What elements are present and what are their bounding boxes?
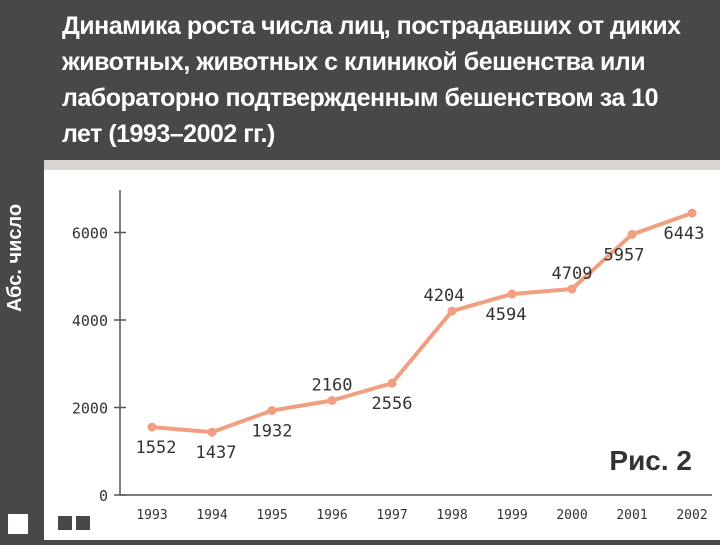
- y-ticks: 0 2000 4000 6000: [72, 225, 126, 505]
- data-point: [387, 378, 397, 388]
- plot-panel: 0 2000 4000 6000 1993 1994 1995 1996 1997 1998 19…: [44, 170, 720, 540]
- x-tick-label: 1997: [376, 508, 407, 523]
- data-points: [147, 208, 697, 437]
- series-line: [150, 211, 694, 435]
- data-label: 1437: [196, 443, 237, 463]
- data-label: 5957: [604, 245, 645, 265]
- data-point: [567, 284, 577, 294]
- data-point: [627, 229, 637, 239]
- title-band: [44, 0, 720, 160]
- figure-label: Рис. 2: [609, 445, 692, 476]
- y-tick-label: 4000: [72, 312, 108, 330]
- x-tick-label: 1996: [316, 508, 347, 523]
- data-label: 1552: [136, 438, 177, 458]
- data-label: 4709: [552, 264, 593, 284]
- data-point: [687, 208, 697, 218]
- data-point: [147, 422, 157, 432]
- x-tick-label: 2001: [616, 508, 647, 523]
- x-ticks: 1993 1994 1995 1996 1997 1998 1999 2000 2001 2002: [136, 508, 707, 523]
- y-tick-label: 2000: [72, 400, 108, 418]
- data-label: 2160: [312, 376, 353, 396]
- data-labels: 1552 1437 1932 2160 2556 4204 4594 4709 5957 6443: [136, 224, 705, 463]
- separator-band: [44, 160, 720, 170]
- double-square-icon: [58, 516, 72, 530]
- x-tick-label: 1998: [436, 508, 467, 523]
- x-tick-label: 1999: [496, 508, 527, 523]
- data-point: [207, 427, 217, 437]
- data-label: 1932: [252, 421, 293, 441]
- data-label: 4204: [424, 286, 465, 306]
- data-label: 4594: [486, 305, 527, 325]
- double-square-icon: [76, 516, 90, 530]
- corner-square-icon: [8, 514, 28, 534]
- data-label: 6443: [664, 224, 705, 244]
- chart-title: Динамика роста числа лиц, пострадавших о…: [62, 12, 681, 148]
- x-tick-label: 2002: [676, 508, 707, 523]
- y-tick-label: 0: [99, 487, 108, 505]
- data-label: 2556: [372, 394, 413, 414]
- x-tick-label: 1995: [256, 508, 287, 523]
- x-tick-label: 1993: [136, 508, 167, 523]
- y-tick-label: 6000: [72, 225, 108, 243]
- data-point: [327, 396, 337, 405]
- data-point: [507, 289, 517, 299]
- axes: [119, 190, 712, 496]
- data-point: [447, 306, 457, 316]
- x-tick-label: 2000: [556, 508, 587, 523]
- x-tick-label: 1994: [196, 508, 227, 523]
- y-axis-label: Абс. число: [4, 203, 26, 312]
- data-point: [267, 405, 277, 415]
